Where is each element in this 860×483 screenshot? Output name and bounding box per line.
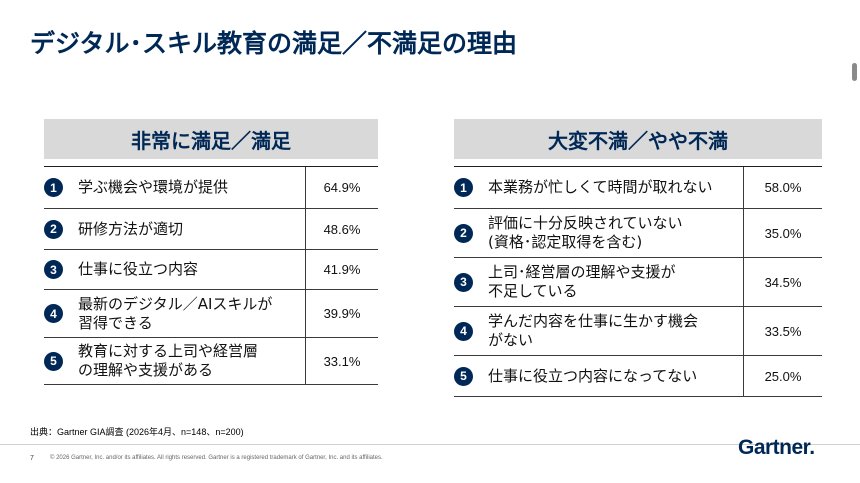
dissatisfied-panel: 大変不満／やや不満 1 本業務が忙しくて時間が取れない 58.0% 2 評価に十… [454,119,822,397]
table-row: 5 教育に対する上司や経営層 の理解や支援がある 33.1% [44,338,378,385]
table-row: 1 学ぶ機会や環境が提供 64.9% [44,167,378,209]
rank-badge: 5 [44,351,63,371]
slide-title: デジタル･スキル教育の満足／不満足の理由 [30,29,518,58]
reason-label: 学んだ内容を仕事に生かす機会 がない [488,312,699,349]
percent-value: 41.9% [305,250,378,289]
rank-badge: 4 [454,321,473,341]
rank-badge: 2 [454,223,473,243]
table-row: 2 評価に十分反映されていない (資格･認定取得を含む) 35.0% [454,209,822,258]
panel-header: 大変不満／やや不満 [454,119,822,159]
reason-label: 本業務が忙しくて時間が取れない [488,178,713,196]
rank-badge: 1 [44,178,63,197]
rank-badge: 2 [44,219,63,239]
satisfied-panel: 非常に満足／満足 1 学ぶ機会や環境が提供 64.9% 2 研修方法が適切 48… [44,119,378,385]
reason-label: 上司･経営層の理解や支援が 不足している [488,263,676,300]
percent-value: 33.1% [305,338,378,384]
reason-label: 学ぶ機会や環境が提供 [78,178,229,196]
reasons-table: 1 学ぶ機会や環境が提供 64.9% 2 研修方法が適切 48.6% 3 仕事に… [44,166,378,385]
rank-badge: 1 [454,178,473,197]
percent-value: 33.5% [743,307,822,355]
rank-badge: 3 [454,272,473,292]
source-note: 出典：Gartner GIA調査 (2026年4月、n=148、n=200) [30,427,244,437]
percent-value: 25.0% [743,356,822,396]
table-row: 1 本業務が忙しくて時間が取れない 58.0% [454,167,822,209]
scrollbar-thumb[interactable] [852,63,857,81]
table-row: 3 上司･経営層の理解や支援が 不足している 34.5% [454,258,822,307]
table-row: 4 最新のデジタル／AIスキルが 習得できる 39.9% [44,290,378,338]
rank-badge: 5 [454,366,473,386]
percent-value: 58.0% [743,167,822,208]
percent-value: 35.0% [743,209,822,257]
reason-label: 仕事に役立つ内容になってない [488,366,698,385]
copyright-notice: © 2026 Gartner, Inc. and/or its affiliat… [50,455,383,461]
panel-header: 非常に満足／満足 [44,119,378,159]
page-number: 7 [30,455,34,462]
footer-divider [0,444,860,445]
table-row: 3 仕事に役立つ内容 41.9% [44,250,378,290]
table-row: 4 学んだ内容を仕事に生かす機会 がない 33.5% [454,307,822,356]
gartner-logo: Gartner. [738,436,815,459]
reason-label: 仕事に役立つ内容 [78,260,199,278]
reason-label: 最新のデジタル／AIスキルが 習得できる [78,294,273,332]
rank-badge: 4 [44,304,63,323]
table-row: 2 研修方法が適切 48.6% [44,209,378,250]
rank-badge: 3 [44,260,63,279]
reasons-table: 1 本業務が忙しくて時間が取れない 58.0% 2 評価に十分反映されていない … [454,166,822,397]
percent-value: 39.9% [305,290,378,337]
table-row: 5 仕事に役立つ内容になってない 25.0% [454,356,822,397]
percent-value: 34.5% [743,258,822,306]
reason-label: 研修方法が適切 [78,219,184,238]
reason-label: 評価に十分反映されていない (資格･認定取得を含む) [488,214,683,251]
reason-label: 教育に対する上司や経営層 の理解や支援がある [78,342,259,379]
percent-value: 48.6% [305,209,378,249]
percent-value: 64.9% [305,167,378,208]
